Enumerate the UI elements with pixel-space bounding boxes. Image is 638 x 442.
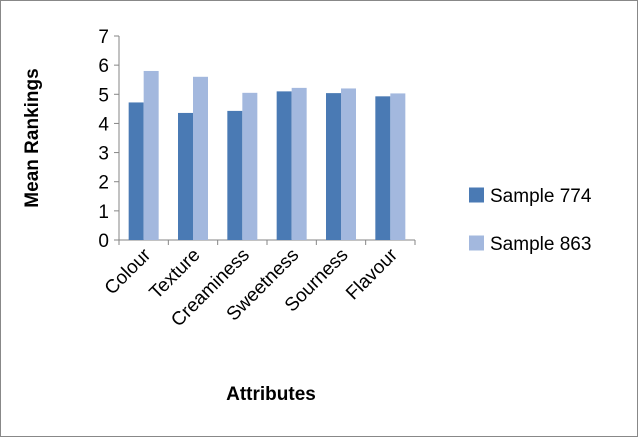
bar-series-1 — [375, 96, 391, 240]
y-tick-label: 1 — [98, 202, 109, 223]
y-tick-label: 7 — [98, 27, 109, 48]
x-axis-title: Attributes — [226, 384, 316, 405]
bar-series-1 — [178, 112, 193, 240]
bar-series-2 — [242, 92, 258, 240]
bar-series-2 — [193, 76, 208, 240]
bar-series-1 — [326, 93, 341, 241]
legend-swatch — [469, 187, 484, 203]
y-tick-label: 6 — [98, 56, 109, 77]
legend: Sample 774 Sample 863 — [469, 186, 592, 255]
bar-series-1 — [227, 110, 243, 240]
y-tick-label: 0 — [98, 231, 109, 252]
legend-label: Sample 863 — [490, 234, 591, 255]
y-tick-label: 3 — [98, 144, 109, 165]
bar-series-2 — [143, 70, 159, 240]
bar-series-2 — [341, 88, 356, 240]
legend-label: Sample 774 — [490, 186, 592, 207]
bar-series-1 — [128, 102, 144, 241]
y-axis-title: Mean Rankings — [22, 68, 43, 207]
legend-swatch — [469, 235, 484, 251]
y-tick-label: 5 — [98, 85, 109, 106]
bar-series-1 — [276, 91, 292, 240]
y-tick-label: 2 — [98, 173, 109, 194]
bar-series-2 — [390, 93, 406, 240]
y-tick-label: 4 — [98, 114, 109, 135]
bar-series-2 — [291, 87, 307, 240]
